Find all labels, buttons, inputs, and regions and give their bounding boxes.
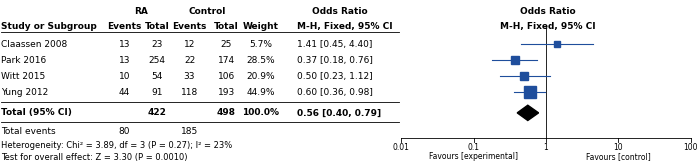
Text: 20.9%: 20.9% — [246, 72, 275, 81]
Text: 0.1: 0.1 — [468, 143, 480, 152]
Text: Total: Total — [145, 22, 169, 31]
Text: 106: 106 — [218, 72, 234, 81]
Text: Yung 2012: Yung 2012 — [1, 88, 48, 97]
Text: 12: 12 — [184, 40, 195, 49]
Text: 5.7%: 5.7% — [249, 40, 272, 49]
Text: 185: 185 — [181, 127, 198, 136]
Text: 54: 54 — [151, 72, 162, 81]
Text: 174: 174 — [218, 56, 234, 65]
Text: M-H, Fixed, 95% CI: M-H, Fixed, 95% CI — [298, 22, 393, 31]
Text: 100.0%: 100.0% — [242, 108, 279, 117]
Polygon shape — [517, 105, 538, 121]
Text: Favours [control]: Favours [control] — [586, 152, 651, 161]
Text: Witt 2015: Witt 2015 — [1, 72, 46, 81]
Text: Odds Ratio: Odds Ratio — [520, 7, 575, 16]
Text: 25: 25 — [220, 40, 232, 49]
Text: 1.41 [0.45, 4.40]: 1.41 [0.45, 4.40] — [298, 40, 373, 49]
Text: 22: 22 — [184, 56, 195, 65]
Text: 0.60 [0.36, 0.98]: 0.60 [0.36, 0.98] — [298, 88, 373, 97]
Text: Odds Ratio: Odds Ratio — [312, 7, 368, 16]
Text: Favours [experimental]: Favours [experimental] — [429, 152, 518, 161]
Text: 10: 10 — [119, 72, 130, 81]
Text: 422: 422 — [148, 108, 167, 117]
Text: 0.56 [0.40, 0.79]: 0.56 [0.40, 0.79] — [298, 108, 382, 117]
Text: 13: 13 — [119, 40, 130, 49]
Text: Test for overall effect: Z = 3.30 (P = 0.0010): Test for overall effect: Z = 3.30 (P = 0… — [1, 153, 188, 162]
Text: 498: 498 — [217, 108, 236, 117]
Text: 28.5%: 28.5% — [246, 56, 275, 65]
Text: RA: RA — [134, 7, 148, 16]
Text: 10: 10 — [614, 143, 623, 152]
Text: 1: 1 — [544, 143, 548, 152]
Text: 33: 33 — [184, 72, 195, 81]
Text: Events: Events — [107, 22, 141, 31]
Text: Total: Total — [214, 22, 239, 31]
Text: Weight: Weight — [243, 22, 279, 31]
Text: 80: 80 — [119, 127, 130, 136]
Text: 13: 13 — [119, 56, 130, 65]
Text: 0.01: 0.01 — [393, 143, 410, 152]
Text: Park 2016: Park 2016 — [1, 56, 47, 65]
Text: 193: 193 — [218, 88, 234, 97]
Text: 44.9%: 44.9% — [246, 88, 275, 97]
Text: Study or Subgroup: Study or Subgroup — [1, 22, 97, 31]
Text: 100: 100 — [684, 143, 698, 152]
Text: 0.50 [0.23, 1.12]: 0.50 [0.23, 1.12] — [298, 72, 373, 81]
Text: Claassen 2008: Claassen 2008 — [1, 40, 68, 49]
Text: 118: 118 — [181, 88, 198, 97]
Text: Control: Control — [189, 7, 226, 16]
Text: Heterogeneity: Chi² = 3.89, df = 3 (P = 0.27); I² = 23%: Heterogeneity: Chi² = 3.89, df = 3 (P = … — [1, 141, 232, 150]
Text: 0.37 [0.18, 0.76]: 0.37 [0.18, 0.76] — [298, 56, 373, 65]
Text: Total events: Total events — [1, 127, 56, 136]
Text: 254: 254 — [148, 56, 165, 65]
Text: 44: 44 — [119, 88, 130, 97]
Text: Events: Events — [172, 22, 206, 31]
Text: M-H, Fixed, 95% CI: M-H, Fixed, 95% CI — [500, 22, 596, 31]
Text: 91: 91 — [151, 88, 162, 97]
Text: 23: 23 — [151, 40, 162, 49]
Text: Total (95% CI): Total (95% CI) — [1, 108, 72, 117]
